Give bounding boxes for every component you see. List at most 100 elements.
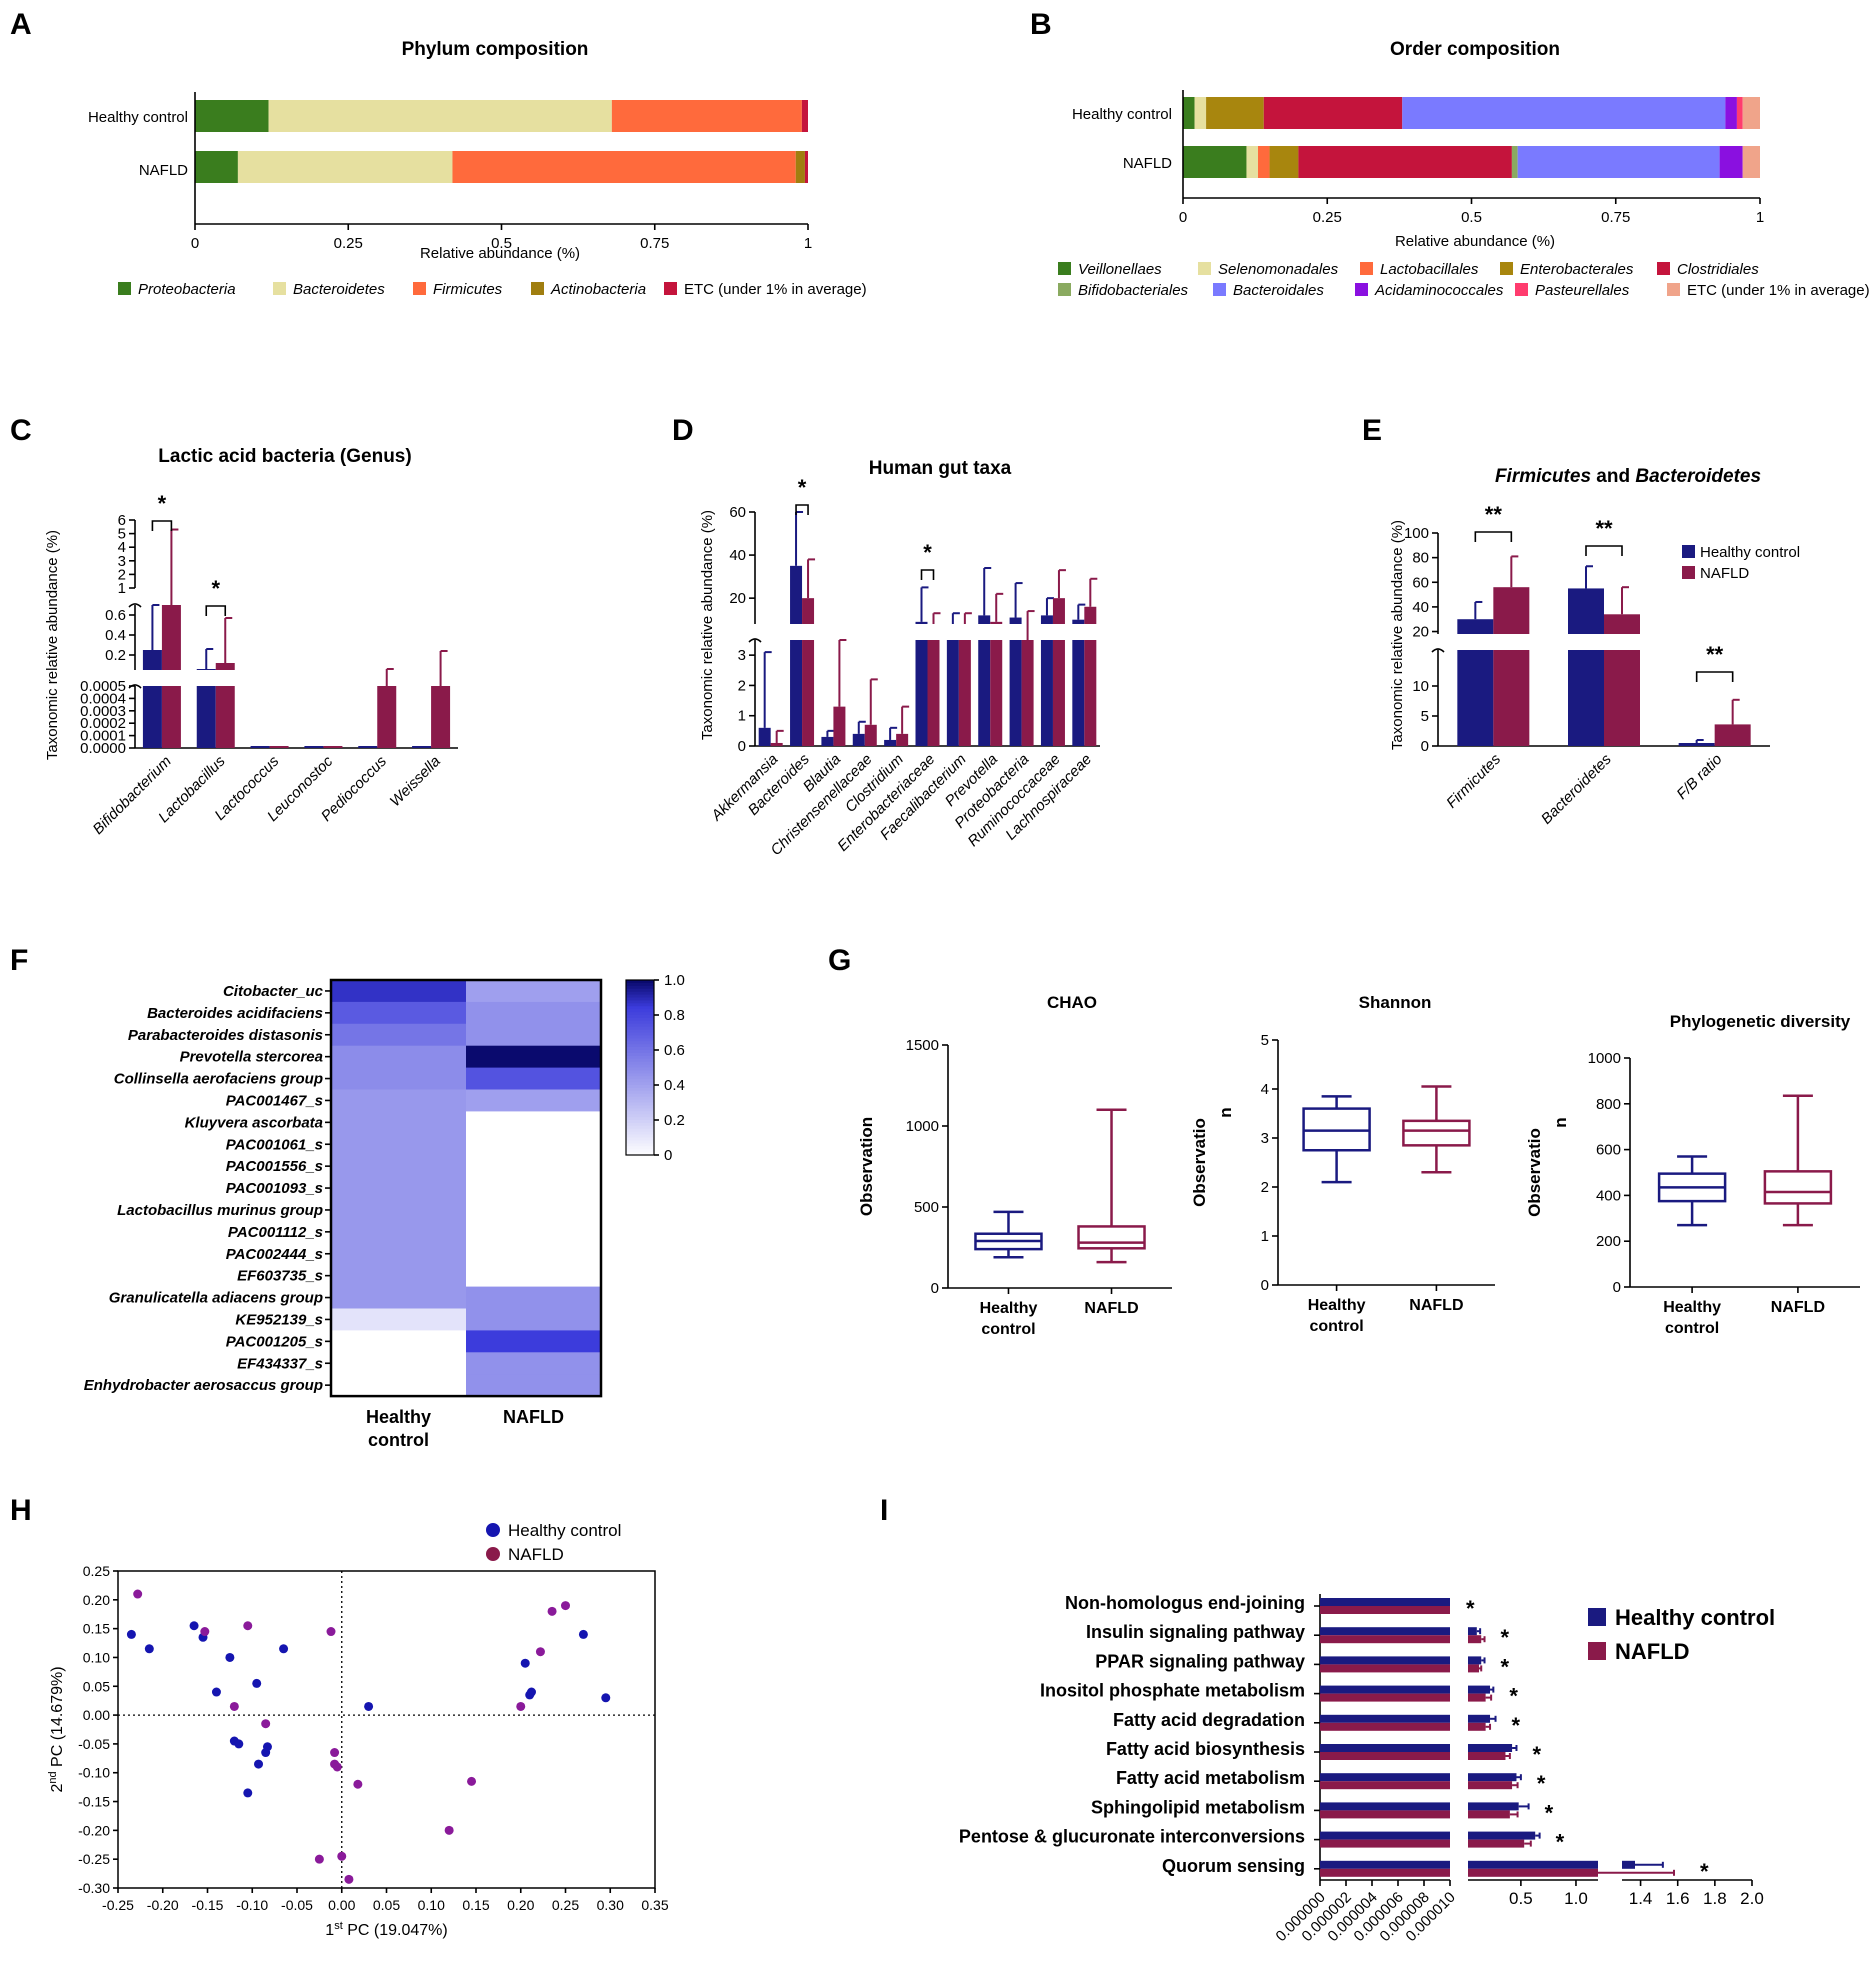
heatmap-column-label: control	[368, 1430, 429, 1450]
colorbar-step	[626, 1090, 654, 1095]
colorbar-step	[626, 1128, 654, 1133]
legend-label: Proteobacteria	[138, 281, 236, 298]
significance-marker: *	[923, 540, 932, 565]
heatmap-cell	[331, 1133, 466, 1156]
bar	[1009, 640, 1022, 746]
stacked-bar-segment	[804, 151, 808, 183]
scatter-point	[516, 1701, 526, 1711]
y-tick-label: 0.0004	[80, 690, 126, 707]
y-tick-label: 0.0002	[80, 715, 126, 732]
panel-c-lactic-acid-chart: Lactic acid bacteria (Genus) Taxonomic r…	[44, 446, 458, 838]
heatmap-cell	[466, 1133, 601, 1156]
pathway-bar	[1320, 1685, 1450, 1694]
scatter-point	[252, 1678, 262, 1688]
heatmap-row-label: Collinsella aerofaciens group	[114, 1071, 323, 1088]
bar	[1072, 619, 1085, 624]
bar	[377, 686, 397, 748]
colorbar-step	[626, 982, 654, 987]
significance-marker: *	[1545, 1800, 1554, 1825]
heatmap-frame	[329, 978, 603, 1398]
boxplot-y-tick-label: 1500	[906, 1037, 939, 1054]
x-tick-label: -0.25	[102, 1897, 134, 1913]
legend-label: NAFLD	[1615, 1639, 1690, 1664]
pathway-bar	[1468, 1685, 1491, 1694]
x-axis-label-part: 1	[325, 1922, 334, 1939]
colorbar-step	[626, 1125, 654, 1130]
bar	[884, 739, 897, 746]
legend-label: ETC (under 1% in average)	[684, 281, 867, 298]
axis-break-mark	[128, 684, 142, 689]
heatmap-cell	[331, 1330, 466, 1353]
pathway-bar	[1468, 1744, 1513, 1752]
stacked-bar-segment	[195, 100, 269, 132]
y-tick-label: 0.0000	[80, 740, 126, 757]
colorbar-step	[626, 1076, 654, 1080]
panel-d-y-label: Taxonomic relative abundance (%)	[699, 510, 716, 740]
significance-marker: **	[1595, 516, 1613, 541]
colorbar-step	[626, 997, 654, 1002]
x-category-label: F/B ratio	[1673, 751, 1725, 803]
colorbar-step	[626, 1020, 654, 1025]
panel-d-gut-taxa-chart: Human gut taxa Taxonomic relative abunda…	[699, 458, 1100, 859]
bar	[770, 742, 783, 746]
x-category-label: Firmicutes	[1443, 750, 1504, 811]
colorbar-step	[626, 1079, 654, 1083]
significance-marker: *	[1501, 1625, 1510, 1650]
boxplot-x-tick-label: Healthy	[1308, 1297, 1366, 1314]
pathway-label: Inositol phosphate metabolism	[1040, 1681, 1305, 1701]
x-tick-label: 0.25	[1313, 209, 1342, 226]
colorbar-tick-label: 0.8	[664, 1007, 685, 1024]
stacked-bar-segment	[1725, 97, 1737, 129]
stacked-bar-segment	[1298, 146, 1512, 178]
panel-a-x-label: Relative abundance (%)	[420, 245, 580, 262]
significance-marker: *	[798, 475, 807, 500]
bar	[958, 640, 971, 746]
scatter-point	[561, 1601, 570, 1611]
bar	[1021, 640, 1034, 746]
significance-marker: *	[1700, 1859, 1709, 1884]
bar	[196, 686, 216, 748]
bar	[927, 640, 940, 746]
heatmap-row-label: Granulicatella adiacens group	[109, 1290, 323, 1307]
heatmap-row-label: Lactobacillus murinus group	[117, 1202, 323, 1219]
boxplot-y-tick-label: 400	[1596, 1187, 1621, 1204]
heatmap-row-label: Parabacteroides distasonis	[128, 1027, 323, 1044]
y-tick-label: 60	[1412, 574, 1429, 591]
colorbar-step	[626, 1134, 654, 1139]
heatmap-cell	[466, 1264, 601, 1288]
legend-swatch	[1667, 283, 1680, 296]
pathway-bar	[1622, 1860, 1635, 1869]
colorbar-step	[626, 1114, 654, 1118]
heatmap-cell	[466, 1155, 601, 1178]
pathway-bar	[1468, 1693, 1486, 1702]
colorbar-step	[626, 980, 654, 984]
stacked-bar-segment	[452, 151, 796, 183]
panel-b-category-label: Healthy control	[1072, 106, 1172, 123]
heatmap-cell	[466, 1089, 601, 1112]
pathway-bar	[1320, 1598, 1450, 1606]
panel-g-boxplots: CHAOObservation050010001500Healthycontro…	[857, 993, 1860, 1338]
pathway-label: Fatty acid degradation	[1113, 1710, 1305, 1730]
boxplot-y-label: Observation	[857, 1117, 876, 1216]
colorbar-step	[626, 1108, 654, 1112]
bar	[1040, 615, 1053, 624]
legend-label: Clostridiales	[1677, 261, 1759, 278]
bar	[1457, 619, 1494, 634]
scatter-point	[314, 1854, 324, 1864]
heatmap-cell	[331, 980, 466, 1003]
stacked-bar-segment	[1183, 97, 1195, 129]
panel-a-category-label: NAFLD	[139, 162, 188, 179]
colorbar-step	[626, 1064, 654, 1069]
bar	[1568, 650, 1604, 746]
boxplot-y-tick-label: 200	[1596, 1233, 1621, 1250]
colorbar-step	[626, 1117, 654, 1121]
bar	[978, 640, 991, 746]
panel-b-title: Order composition	[1390, 39, 1560, 60]
heatmap-cell	[466, 980, 601, 1003]
colorbar-step	[626, 1041, 654, 1045]
stacked-bar-segment	[1194, 97, 1207, 129]
pathway-bar	[1468, 1810, 1510, 1819]
pathway-label: Insulin signaling pathway	[1086, 1622, 1305, 1642]
panel-e-firmicutes-chart: Firmicutes and Bacteroidetes Taxonomic r…	[1389, 466, 1800, 828]
colorbar-step	[626, 1111, 654, 1115]
